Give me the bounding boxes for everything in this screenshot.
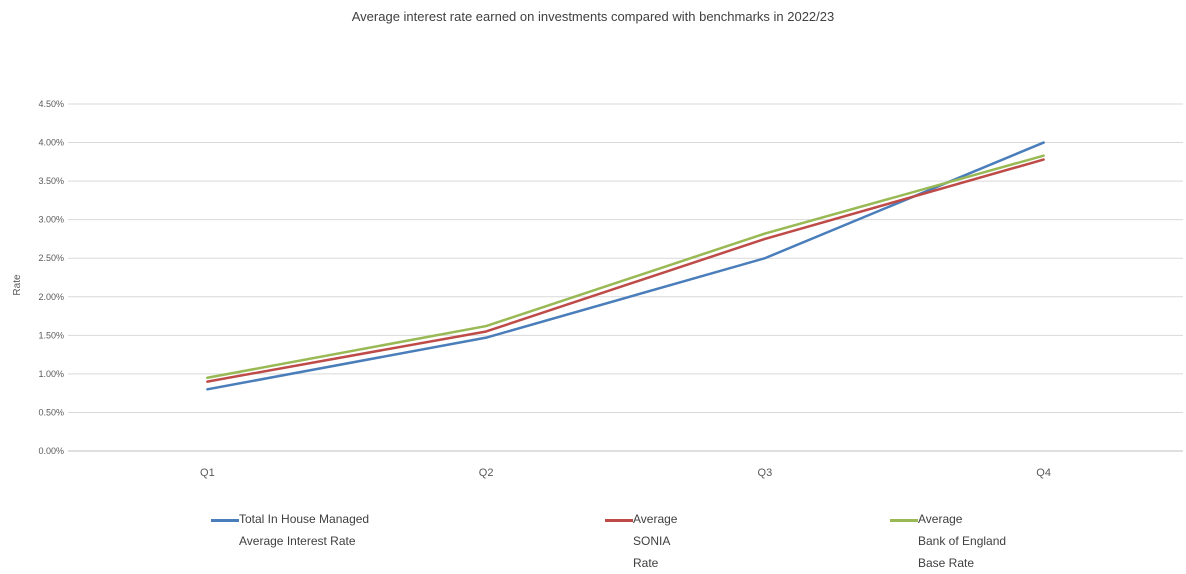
legend-label-line: Total In House Managed [239,512,370,526]
legend-swatch [211,519,239,522]
y-axis-ticks: 0.00% 0.50% 1.00% 1.50% 2.00% 2.50% 3.00% 3.50%… [38,99,64,456]
legend-label-line: Average [918,512,963,526]
legend-label: Average SONIA Rate [633,508,677,574]
legend-item-3: Average Bank of England Base Rate [890,512,1006,574]
series-lines [206,141,1045,391]
legend-item-1: Total In House Managed Average Interest R… [211,512,369,552]
x-tick-label: Q2 [479,467,494,479]
x-axis-ticks: Q1 Q2 Q3 Q4 [200,467,1051,479]
y-tick-label: 0.50% [38,407,64,417]
line-chart: 0.00% 0.50% 1.00% 1.50% 2.00% 2.50% 3.00% 3.50%… [12,99,1183,479]
x-tick-label: Q4 [1036,467,1051,479]
legend-label: Total In House Managed Average Interest R… [239,508,369,552]
legend-label-line: Base Rate [918,556,975,570]
series-line-3 [206,154,1045,379]
y-tick-label: 1.50% [38,330,64,340]
series-line-2 [206,158,1045,383]
gridlines [68,103,1183,452]
y-tick-label: 4.00% [38,138,64,148]
x-tick-label: Q1 [200,467,215,479]
chart-title: Average interest rate earned on investme… [351,9,835,24]
y-tick-label: 1.00% [38,369,64,379]
legend-label-line: SONIA [633,534,671,548]
y-tick-label: 4.50% [38,99,64,109]
legend-label: Average Bank of England Base Rate [918,508,1006,574]
y-tick-label: 0.00% [38,446,64,456]
legend-label-line: Rate [633,556,659,570]
y-tick-label: 3.00% [38,215,64,225]
y-tick-label: 2.50% [38,253,64,263]
legend-label-line: Average [633,512,678,526]
y-tick-label: 2.00% [38,292,64,302]
x-tick-label: Q3 [758,467,773,479]
y-axis-title: Rate [12,274,23,296]
y-tick-label: 3.50% [38,176,64,186]
legend-swatch [605,519,633,522]
legend-label-line: Bank of England [918,534,1007,548]
legend-item-2: Average SONIA Rate [605,512,677,574]
legend-label-line: Average Interest Rate [239,534,356,548]
legend-swatch [890,519,918,522]
series-line-1 [206,141,1045,391]
